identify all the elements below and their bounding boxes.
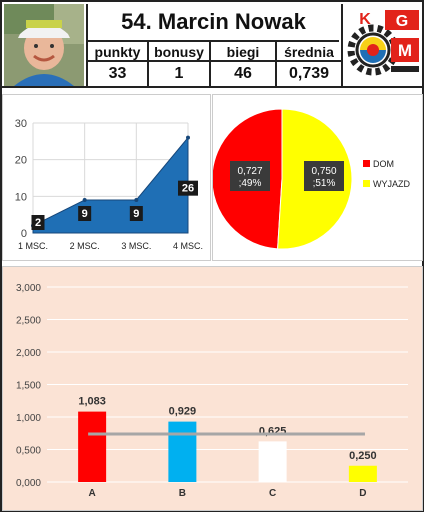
category-bar-chart-panel: 0,000 0,500 1,000 1,500 2,000 2,500 3,000 1,083…: [2, 266, 423, 511]
data-label-box: [31, 215, 45, 230]
y-tick-label: 1,000: [16, 413, 41, 424]
player-photo: [4, 4, 84, 86]
x-tick-label: 1 MSC.: [18, 241, 48, 251]
category-bar-chart: 0,000 0,500 1,000 1,500 2,000 2,500 3,000 1,083…: [16, 283, 408, 499]
slice-label: 0,750: [311, 166, 336, 177]
home-away-pie-chart-panel: 0,727 ;49% 0,750 ;51% DOM WYJAZD: [211, 94, 423, 261]
y-tick-label: 1,500: [16, 381, 41, 392]
x-tick-label: A: [89, 488, 96, 499]
bar: [168, 421, 197, 482]
stat-srednia: średnia 0,739: [275, 42, 341, 86]
home-away-pie-chart: 0,727;49% 0,750;51% DOM WYJAZD: [211, 108, 410, 250]
player-name: 54. Marcin Nowak: [86, 4, 339, 42]
stat-label: bonusy: [149, 42, 209, 62]
gear-icon: [347, 24, 399, 76]
stat-punkty: punkty 33: [86, 42, 147, 86]
x-tick-label: 2 MSC.: [70, 241, 100, 251]
data-label-box: [78, 206, 92, 221]
bar: [78, 411, 107, 482]
data-point: [134, 198, 139, 202]
stat-value: 1: [174, 65, 184, 82]
x-tick-label: C: [269, 488, 276, 499]
data-label: 9: [133, 208, 139, 220]
monthly-area-chart: 0 10 20 30 1 MSC. 2 MSC. 3 MSC. 4 MSC. 2 9 9 26: [15, 118, 203, 251]
logo-letter-g: G: [396, 13, 408, 30]
bar-value-label: 1,083: [78, 396, 106, 408]
bar: [348, 465, 377, 482]
stats-table: punkty 33 bonusy 1 biegi 46 średnia 0,73…: [86, 42, 341, 86]
data-label: 26: [182, 183, 194, 195]
legend-label: DOM: [373, 159, 394, 169]
x-tick-label: B: [179, 488, 186, 499]
bar-value-label: 0,250: [349, 450, 377, 462]
legend-swatch: [363, 160, 370, 167]
slice-label: ;51%: [313, 178, 336, 189]
bar: [258, 441, 287, 482]
stat-value: 33: [108, 65, 127, 82]
stat-bonusy: bonusy 1: [147, 42, 209, 86]
stat-value: 46: [234, 65, 252, 82]
data-label: 2: [35, 217, 41, 229]
x-tick-label: 3 MSC.: [121, 241, 151, 251]
data-label-box: [129, 206, 143, 221]
stat-label: biegi: [211, 42, 275, 62]
slice-label: ;49%: [239, 178, 262, 189]
y-tick-label: 3,000: [16, 283, 41, 294]
area-series: [32, 136, 189, 234]
y-tick-label: 0,000: [16, 478, 41, 489]
y-tick-label: 0: [21, 228, 27, 240]
data-point: [186, 135, 190, 140]
data-point: [82, 198, 87, 202]
bar-value-label: 0,625: [259, 425, 287, 437]
data-label: 9: [82, 208, 88, 220]
y-tick-label: 30: [15, 118, 27, 130]
legend-label: WYJAZD: [373, 179, 410, 189]
club-logo: G K M: [341, 4, 422, 86]
slice-label-box: [304, 161, 344, 191]
stat-label: średnia: [277, 42, 341, 62]
dashboard-frame: [0, 88, 424, 512]
slice-label: 0,727: [237, 166, 262, 177]
stat-label: punkty: [88, 42, 147, 62]
y-tick-label: 20: [15, 155, 27, 167]
x-tick-label: 4 MSC.: [173, 241, 203, 251]
x-tick-label: D: [359, 488, 366, 499]
logo-letter-m: M: [398, 41, 412, 60]
legend-swatch: [363, 180, 370, 187]
player-header: 54. Marcin Nowak punkty 33 bonusy 1 bieg…: [0, 0, 424, 88]
y-tick-label: 2,000: [16, 348, 41, 359]
bar-value-label: 0,929: [169, 406, 197, 418]
y-tick-label: 10: [15, 191, 27, 203]
logo-letter-k: K: [359, 11, 371, 28]
stat-biegi: biegi 46: [209, 42, 275, 86]
y-tick-label: 0,500: [16, 446, 41, 457]
slice-label-box: [230, 161, 270, 191]
y-tick-label: 2,500: [16, 316, 41, 327]
monthly-area-chart-panel: 0 10 20 30 1 MSC. 2 MSC. 3 MSC. 4 MSC. 2 9 9 26: [2, 94, 211, 261]
data-label-box: [178, 180, 198, 196]
stat-value: 0,739: [288, 65, 330, 82]
